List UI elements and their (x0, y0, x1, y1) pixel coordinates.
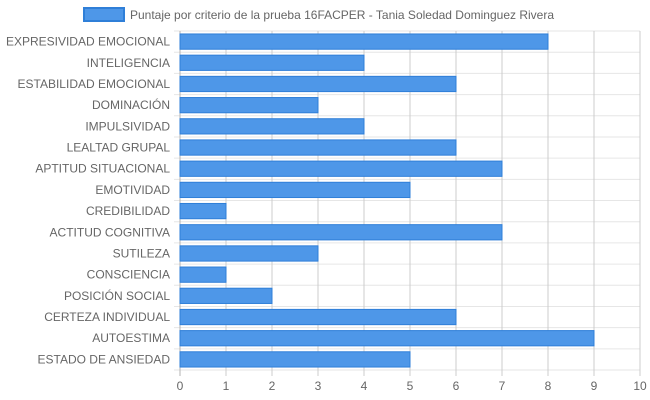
category-label: DOMINACIÓN (92, 97, 170, 112)
category-label: INTELIGENCIA (87, 56, 170, 70)
bar[interactable] (179, 287, 273, 304)
bar[interactable] (179, 224, 503, 241)
x-tick-label: 7 (499, 379, 506, 393)
x-tick-label: 6 (453, 379, 460, 393)
category-label: ACTITUD COGNITIVA (50, 225, 170, 239)
category-label: IMPULSIVIDAD (85, 119, 170, 133)
bar[interactable] (179, 330, 595, 347)
bar[interactable] (179, 181, 411, 199)
bar[interactable] (179, 97, 319, 114)
bar[interactable] (179, 118, 365, 135)
category-label: CREDIBILIDAD (86, 204, 170, 218)
bar[interactable] (179, 33, 549, 50)
bar[interactable] (179, 266, 227, 283)
category-label: ESTABILIDAD EMOCIONAL (18, 77, 171, 91)
x-axis-ticks: 0 1 2 3 4 5 6 7 8 9 10 (177, 379, 647, 393)
x-tick-label: 1 (223, 379, 230, 393)
category-label: EMOTIVIDAD (95, 183, 170, 197)
x-tick-label: 10 (633, 379, 647, 393)
category-label: POSICIÓN SOCIAL (64, 288, 170, 303)
category-label: LEALTAD GRUPAL (67, 141, 171, 155)
x-tick-label: 8 (545, 379, 552, 393)
bar[interactable] (179, 308, 457, 326)
bar[interactable] (179, 139, 457, 156)
y-axis-labels: EXPRESIVIDAD EMOCIONAL INTELIGENCIA ESTABI… (6, 35, 170, 367)
category-label: AUTOESTIMA (92, 331, 170, 345)
category-label: CERTEZA INDIVIDUAL (44, 310, 170, 324)
x-tick-label: 9 (591, 379, 598, 393)
legend-label: Puntaje por criterio de la prueba 16FACP… (130, 8, 554, 22)
category-label: SUTILEZA (113, 246, 170, 260)
bar[interactable] (179, 75, 457, 93)
legend[interactable]: Puntaje por criterio de la prueba 16FACP… (83, 7, 554, 22)
category-label: ESTADO DE ANSIEDAD (38, 352, 171, 366)
bar[interactable] (179, 160, 503, 177)
x-tick-label: 4 (361, 379, 368, 393)
category-label: APTITUD SITUACIONAL (35, 162, 170, 176)
bar[interactable] (179, 351, 411, 368)
category-label: CONSCIENCIA (87, 268, 170, 282)
bars (179, 33, 595, 368)
x-tick-label: 0 (177, 379, 184, 393)
bar[interactable] (179, 245, 319, 262)
x-tick-label: 3 (315, 379, 322, 393)
category-label: EXPRESIVIDAD EMOCIONAL (6, 35, 170, 49)
x-tick-label: 2 (269, 379, 276, 393)
x-tick-label: 5 (407, 379, 414, 393)
bar[interactable] (179, 54, 365, 71)
legend-swatch (83, 7, 125, 22)
bar[interactable] (179, 202, 227, 220)
